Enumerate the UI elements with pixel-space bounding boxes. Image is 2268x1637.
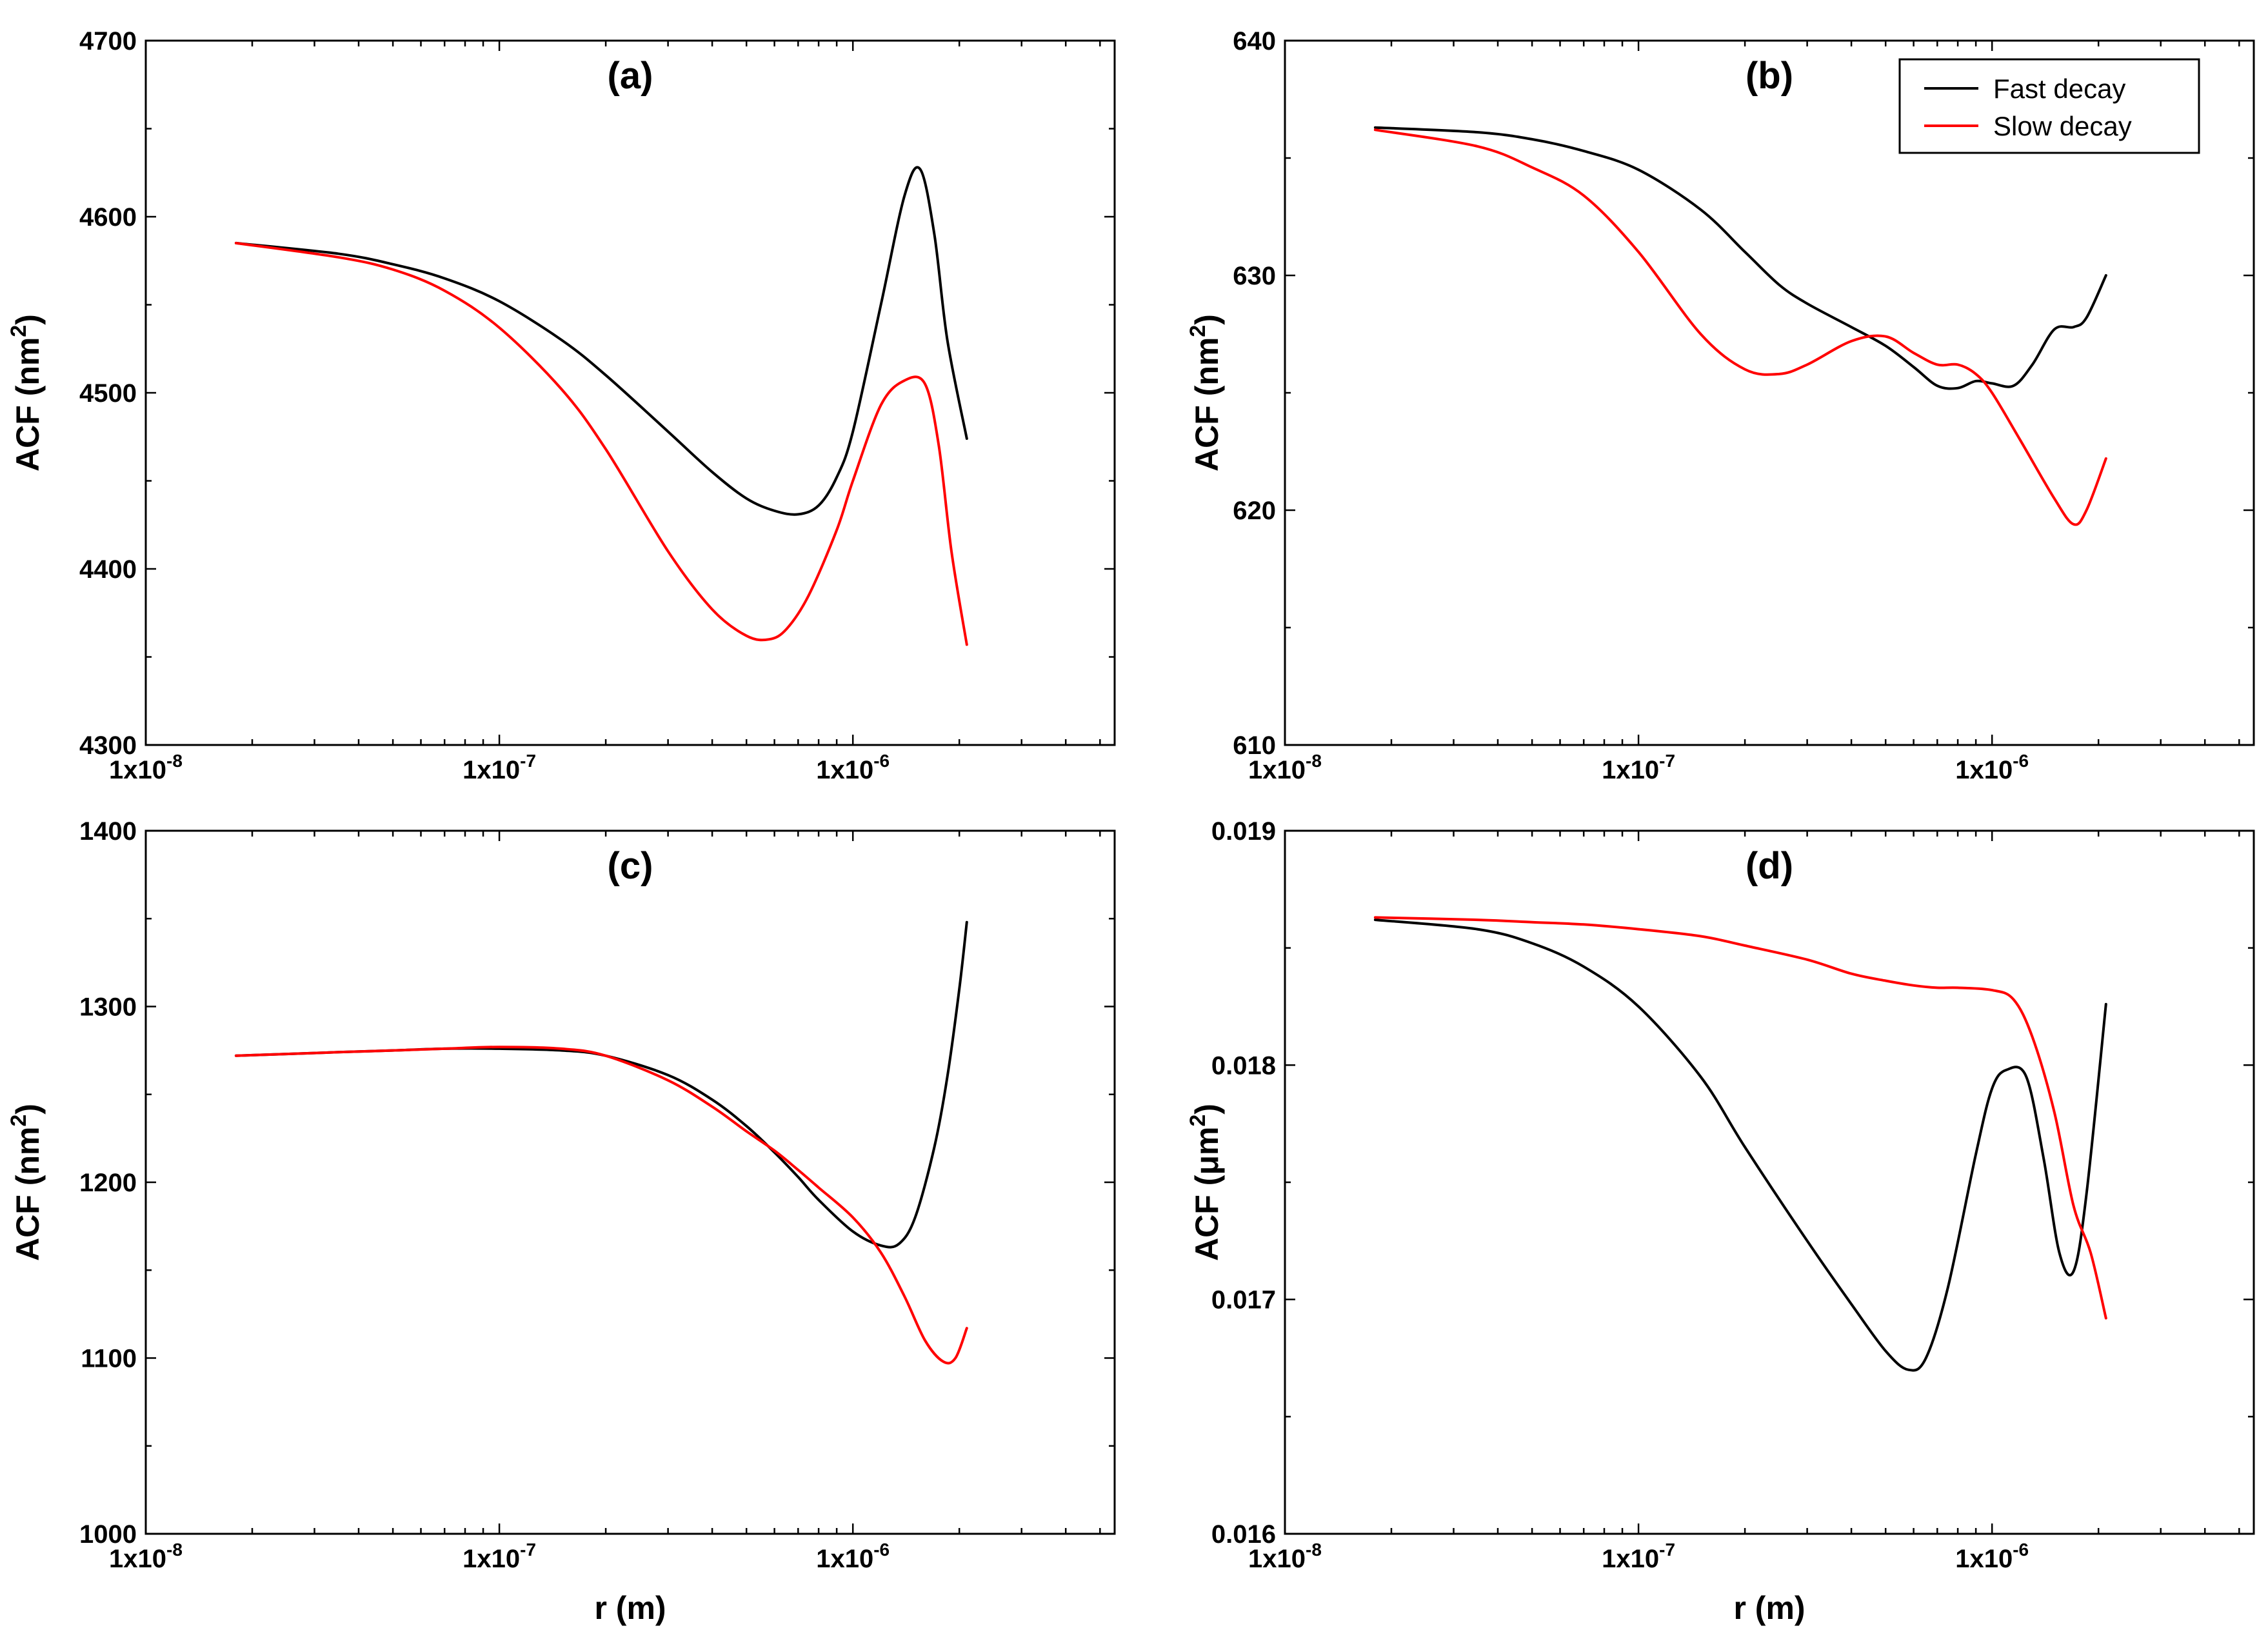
y-axis-label: ACF (nm2) [6, 1104, 46, 1261]
y-label-sup: 2 [1186, 325, 1210, 337]
y-axis-label: ACF (μm2) [1186, 1104, 1225, 1261]
x-axis-label: r (m) [594, 1590, 666, 1626]
x-tick-mantissa: 1x10 [109, 756, 166, 784]
panel-title: (b) [1746, 55, 1793, 97]
y-label-close: ) [10, 314, 46, 325]
y-label-main: ACF (nm [1189, 337, 1225, 471]
y-label-main: ACF (μm [1189, 1127, 1225, 1261]
y-tick-label: 4600 [79, 203, 137, 232]
x-tick-label: 1x10-6 [1955, 751, 2029, 784]
x-tick-label: 1x10-8 [1248, 1540, 1322, 1573]
x-tick-exponent: -7 [520, 751, 536, 771]
x-tick-exponent: -8 [166, 1540, 183, 1560]
chart-panel-4: 1x10-8 1x10-7 1x10-60.0160.0170.0180.019(d… [1186, 817, 2255, 1626]
x-tick-mantissa: 1x10 [463, 1545, 520, 1573]
legend-box [1898, 58, 2200, 154]
y-axis-label: ACF (nm2) [6, 314, 46, 471]
y-tick-label: 0.019 [1211, 817, 1276, 846]
y-tick-label: 0.016 [1211, 1520, 1276, 1549]
x-tick-label: 1x10-6 [1955, 1540, 2029, 1573]
series-slow-decay [1373, 128, 2107, 526]
series-fast-decay [1373, 126, 2107, 390]
x-tick-mantissa: 1x10 [1248, 1545, 1306, 1573]
y-label-sup: 2 [1186, 1115, 1210, 1127]
y-tick-label: 4400 [79, 555, 137, 584]
x-tick-label: 1x10-7 [1602, 751, 1675, 784]
x-tick-exponent: -6 [2013, 1540, 2029, 1560]
y-tick-label: 1000 [79, 1520, 137, 1549]
y-label-sup: 2 [6, 1115, 31, 1127]
y-tick-label: 1400 [79, 817, 137, 846]
legend-slow-label: Slow decay [1993, 111, 2132, 141]
y-label-main: ACF (nm [10, 337, 46, 471]
x-tick-mantissa: 1x10 [1602, 756, 1659, 784]
y-tick-label: 630 [1233, 262, 1276, 290]
x-tick-label: 1x10-6 [816, 751, 890, 784]
x-tick-exponent: -7 [1659, 1540, 1675, 1560]
series-fast-decay [1373, 918, 2107, 1372]
y-tick-label: 0.018 [1211, 1051, 1276, 1080]
y-tick-label: 610 [1233, 731, 1276, 760]
x-tick-exponent: -7 [1659, 751, 1675, 771]
x-tick-exponent: -8 [1306, 751, 1322, 771]
x-tick-mantissa: 1x10 [1602, 1545, 1659, 1573]
y-label-main: ACF (nm [10, 1127, 46, 1261]
x-tick-label: 1x10-7 [463, 1540, 536, 1573]
y-label-close: ) [1189, 1104, 1225, 1115]
x-tick-label: 1x10-7 [463, 751, 536, 784]
y-tick-label: 1300 [79, 993, 137, 1022]
series-fast-decay [234, 166, 968, 516]
y-label-sup: 2 [6, 325, 31, 337]
y-label-close: ) [1189, 314, 1225, 325]
legend: Fast decay Slow decay [1898, 58, 2200, 154]
x-tick-exponent: -6 [2013, 751, 2029, 771]
x-tick-label: 1x10-8 [109, 1540, 183, 1573]
x-tick-label: 1x10-6 [816, 1540, 890, 1573]
legend-fast-label: Fast decay [1993, 74, 2125, 104]
chart-panel-1: 1x10-8 1x10-7 1x10-643004400450046004700(a… [6, 27, 1116, 784]
x-tick-label: 1x10-7 [1602, 1540, 1675, 1573]
series-slow-decay [1373, 916, 2107, 1320]
x-tick-mantissa: 1x10 [816, 1545, 873, 1573]
y-axis-label: ACF (nm2) [1186, 314, 1225, 471]
panel-title: (a) [608, 55, 653, 97]
panel-title: (d) [1746, 845, 1793, 887]
y-tick-label: 640 [1233, 27, 1276, 55]
x-tick-mantissa: 1x10 [109, 1545, 166, 1573]
y-tick-label: 1200 [79, 1169, 137, 1197]
chart-panel-3: 1x10-8 1x10-7 1x10-610001100120013001400(c… [6, 817, 1116, 1626]
y-tick-label: 4300 [79, 731, 137, 760]
x-tick-exponent: -6 [873, 751, 890, 771]
x-tick-exponent: -8 [166, 751, 183, 771]
x-tick-exponent: -7 [520, 1540, 536, 1560]
x-tick-exponent: -6 [873, 1540, 890, 1560]
x-tick-mantissa: 1x10 [463, 756, 520, 784]
y-label-close: ) [10, 1104, 46, 1115]
y-tick-label: 0.017 [1211, 1286, 1276, 1315]
x-tick-mantissa: 1x10 [816, 756, 873, 784]
x-tick-mantissa: 1x10 [1955, 756, 2013, 784]
y-tick-label: 1100 [81, 1345, 137, 1373]
panel-title: (c) [608, 845, 653, 887]
panels-group: 1x10-8 1x10-7 1x10-643004400450046004700(a… [6, 27, 2255, 1626]
series-slow-decay [234, 241, 968, 646]
x-tick-mantissa: 1x10 [1248, 756, 1306, 784]
x-axis-label: r (m) [1733, 1590, 1805, 1626]
x-tick-label: 1x10-8 [109, 751, 183, 784]
y-tick-label: 4500 [79, 379, 137, 408]
x-tick-exponent: -8 [1306, 1540, 1322, 1560]
y-tick-label: 620 [1233, 497, 1276, 525]
y-tick-label: 4700 [79, 27, 137, 55]
series-slow-decay [234, 1046, 968, 1365]
x-tick-mantissa: 1x10 [1955, 1545, 2013, 1573]
x-tick-label: 1x10-8 [1248, 751, 1322, 784]
